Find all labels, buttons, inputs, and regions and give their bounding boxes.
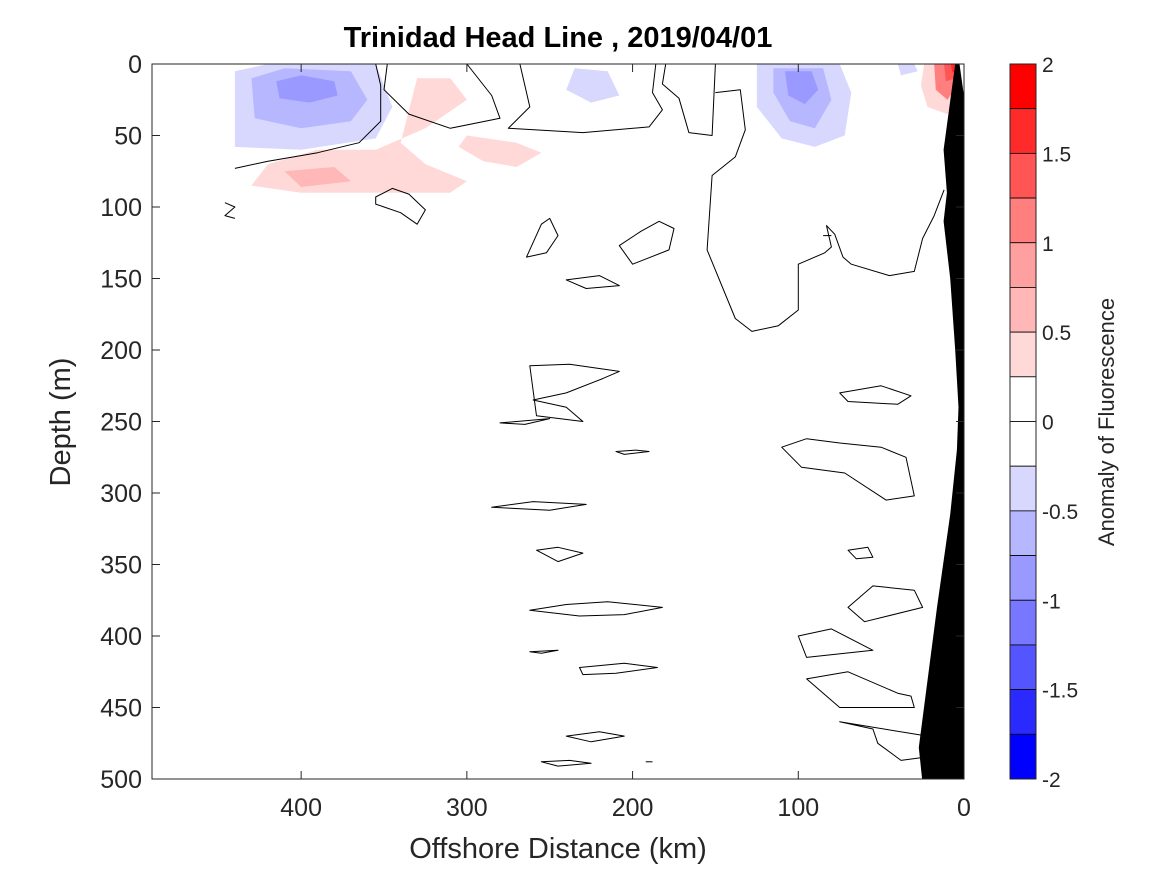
zero-contour-line — [529, 649, 559, 654]
x-tick-label: 200 — [612, 794, 654, 822]
colorbar-tick-label: -0.5 — [1042, 501, 1078, 524]
zero-contour-line — [536, 546, 584, 563]
colorbar-tick-label: -1 — [1042, 590, 1061, 613]
y-tick-label: 450 — [100, 695, 142, 723]
y-tick-label: 300 — [100, 480, 142, 508]
y-tick-label: 50 — [114, 123, 142, 151]
zero-contour-line — [839, 385, 912, 405]
zero-contour-line — [615, 449, 650, 455]
x-tick-label: 400 — [280, 794, 322, 822]
colorbar-swatch — [1009, 555, 1037, 601]
zero-contour-line — [618, 220, 675, 265]
zero-contour-line — [499, 418, 551, 425]
anomaly-region — [566, 68, 620, 103]
zero-contour-line — [806, 671, 915, 708]
y-tick-label: 500 — [100, 766, 142, 794]
colorbar-swatch — [1009, 421, 1037, 467]
anomaly-fills — [234, 64, 959, 193]
colorbar-swatch — [1009, 465, 1037, 512]
colorbar-swatch — [1009, 63, 1037, 110]
y-tick-label: 100 — [100, 194, 142, 222]
anomaly-region — [276, 75, 338, 103]
zero-contour-line — [234, 63, 382, 169]
colorbar-tick-label: 0.5 — [1042, 322, 1071, 345]
zero-contour-line — [847, 546, 874, 560]
x-tick-label: 0 — [957, 794, 971, 822]
colorbar-swatch — [1009, 287, 1037, 333]
anomaly-region — [284, 167, 351, 187]
colorbar-tick-label: -1.5 — [1042, 680, 1078, 703]
colorbar-swatch — [1009, 376, 1037, 422]
colorbar — [1009, 63, 1037, 780]
colorbar-label: Anomaly of Fluorescence — [1094, 298, 1119, 546]
zero-contour-line — [375, 187, 426, 225]
zero-contour-line — [706, 89, 945, 332]
colorbar-tick-label: 1 — [1042, 233, 1054, 256]
colorbar-swatch — [1009, 644, 1037, 691]
colorbar-swatch — [1009, 242, 1037, 288]
colorbar-swatch — [1009, 689, 1037, 735]
colorbar-tick-label: 0 — [1042, 412, 1054, 435]
zero-contours — [224, 63, 945, 767]
colorbar-swatch — [1009, 599, 1037, 646]
colorbar-tick-label: 1.5 — [1042, 143, 1071, 166]
x-axis: 400 300 200 100 0 — [280, 64, 971, 822]
colorbar-swatch — [1009, 152, 1037, 199]
zero-contour-line — [224, 202, 236, 219]
zero-contour-line — [529, 601, 663, 617]
y-tick-label: 250 — [100, 409, 142, 437]
colorbar-swatch — [1009, 331, 1037, 378]
zero-contour-line — [565, 731, 625, 743]
colorbar-swatch — [1009, 197, 1037, 244]
anomaly-region — [897, 64, 918, 76]
y-tick-label: 400 — [100, 623, 142, 651]
y-tick-label: 150 — [100, 266, 142, 294]
zero-contour-line — [383, 63, 501, 129]
anomaly-region — [251, 78, 467, 193]
zero-contour-line — [661, 63, 716, 136]
y-tick-label: 350 — [100, 552, 142, 580]
zero-contour-line — [839, 721, 928, 761]
zero-contour-line — [797, 628, 874, 658]
colorbar-swatch — [1009, 510, 1037, 556]
zero-contour-line — [507, 63, 663, 134]
y-tick-label: 200 — [100, 337, 142, 365]
anomaly-region — [458, 135, 542, 167]
x-axis-label: Offshore Distance (km) — [409, 833, 707, 865]
colorbar-tick-label: -2 — [1042, 769, 1061, 792]
zero-contour-line — [565, 275, 620, 289]
chart-title: Trinidad Head Line , 2019/04/01 — [344, 22, 773, 54]
x-tick-label: 300 — [446, 794, 488, 822]
colorbar-ticks: 2 1.5 1 0.5 0 -0.5 -1 -1.5 -2 — [1042, 54, 1078, 792]
zero-contour-line — [526, 217, 559, 258]
zero-contour-line — [529, 363, 620, 422]
zero-contour-line — [491, 501, 587, 511]
colorbar-swatch — [1009, 108, 1037, 154]
y-axis-label: Depth (m) — [45, 358, 77, 487]
zero-contour-line — [579, 662, 658, 676]
colorbar-swatch — [1009, 733, 1037, 780]
y-axis: 0 50 100 150 200 250 300 350 400 450 500 — [100, 51, 964, 794]
anomaly-region — [785, 71, 819, 104]
zero-contour-line — [847, 585, 924, 623]
x-tick-label: 100 — [777, 794, 819, 822]
zero-contour-line — [781, 438, 915, 501]
colorbar-frame — [1009, 63, 1037, 780]
y-tick-label: 0 — [128, 51, 142, 79]
colorbar-tick-label: 2 — [1042, 54, 1054, 77]
zero-contour-line — [540, 759, 592, 767]
